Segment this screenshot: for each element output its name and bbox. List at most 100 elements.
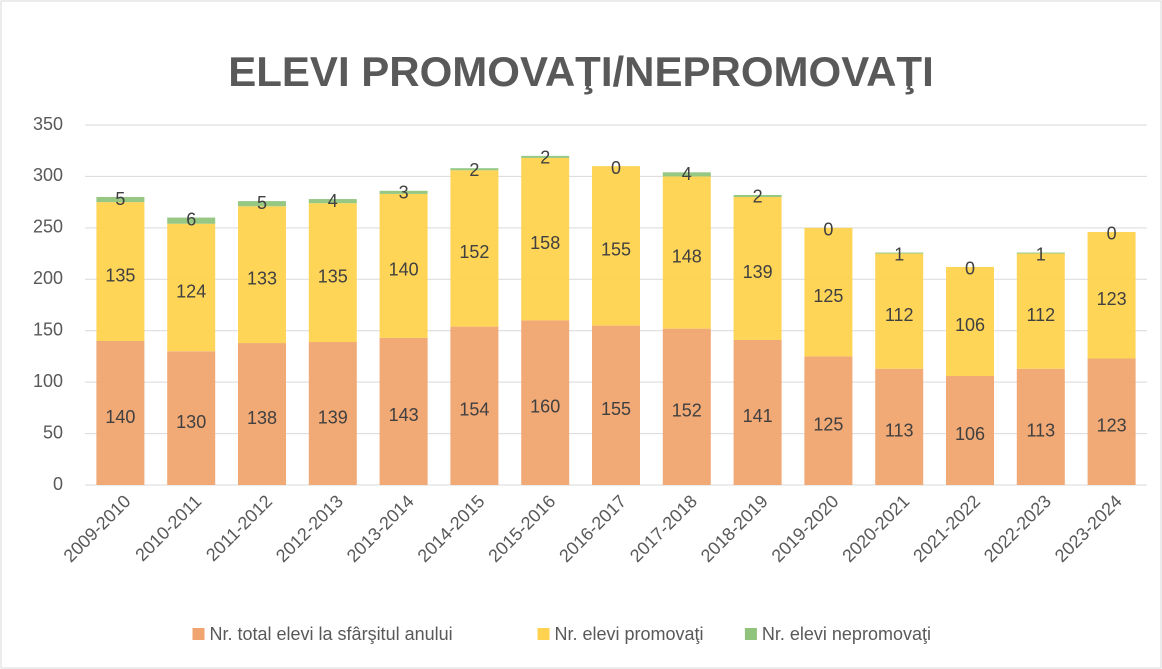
data-label: 124 — [176, 281, 206, 301]
bar-segment — [1016, 368, 1065, 485]
bar-segment — [1087, 231, 1136, 359]
bar-segment — [875, 368, 924, 485]
legend-swatch — [744, 628, 757, 640]
data-label: 140 — [389, 260, 419, 280]
y-tick-label: 50 — [43, 422, 63, 442]
data-label: 152 — [459, 242, 489, 262]
bar-segment — [875, 252, 924, 254]
bar-segment — [450, 170, 499, 327]
bar-segment — [96, 202, 145, 341]
legend-label: Nr. elevi promovaţi — [555, 624, 704, 644]
bar-segment — [379, 190, 428, 194]
data-label: 0 — [611, 158, 621, 178]
chart-title: ELEVI PROMOVAŢI/NEPROMOVAŢI — [228, 48, 934, 95]
data-label: 3 — [399, 183, 409, 203]
bar-segment — [1016, 253, 1065, 369]
bar-segment — [592, 166, 640, 326]
data-label: 0 — [1107, 224, 1117, 244]
bar-segment — [379, 337, 428, 485]
bar-segment — [1016, 252, 1065, 254]
data-label: 123 — [1097, 415, 1127, 435]
y-tick-label: 200 — [33, 268, 63, 288]
bar-segment — [238, 343, 286, 485]
data-label: 5 — [257, 193, 267, 213]
data-label: 1 — [1036, 244, 1046, 264]
data-label: 158 — [530, 233, 560, 253]
data-label: 143 — [389, 405, 419, 425]
data-label: 154 — [459, 400, 489, 420]
data-label: 130 — [176, 412, 206, 432]
data-label: 155 — [601, 240, 631, 260]
data-label: 138 — [247, 408, 277, 428]
legend-label: Nr. total elevi la sfârşitul anului — [210, 624, 453, 644]
data-label: 0 — [823, 220, 833, 240]
bar-segment — [804, 356, 853, 485]
bar-segment — [96, 197, 145, 203]
bar-segment — [521, 157, 570, 321]
data-label: 2 — [469, 160, 479, 180]
data-label: 1 — [894, 244, 904, 264]
data-label: 106 — [955, 424, 985, 444]
y-tick-label: 100 — [33, 371, 63, 391]
data-label: 148 — [672, 246, 702, 266]
bar-segment — [592, 325, 640, 485]
legend-swatch — [537, 628, 550, 640]
data-label: 2 — [753, 187, 763, 207]
data-label: 125 — [813, 286, 843, 306]
bar-segment — [308, 342, 357, 485]
data-label: 2 — [540, 148, 550, 168]
bar-segment — [733, 194, 782, 197]
legend-swatch — [192, 628, 205, 640]
bar-segment — [662, 176, 711, 329]
bar-segment — [875, 253, 924, 369]
data-label: 112 — [1026, 305, 1055, 325]
bar-segment — [308, 199, 357, 204]
data-label: 4 — [682, 164, 692, 184]
data-label: 135 — [105, 265, 135, 285]
bar-segment — [167, 223, 216, 352]
bar-segment — [1087, 358, 1136, 485]
bar-segment — [450, 168, 499, 171]
data-label: 141 — [743, 406, 773, 426]
bar-segment — [662, 328, 711, 485]
bar-segment — [946, 266, 994, 376]
y-tick-label: 300 — [33, 165, 63, 185]
bar-segment — [733, 197, 782, 340]
data-label: 0 — [965, 259, 975, 279]
bar-segment — [521, 155, 570, 158]
data-label: 106 — [955, 315, 985, 335]
data-label: 112 — [885, 305, 914, 325]
bar-segment — [167, 351, 216, 485]
y-tick-label: 250 — [33, 217, 63, 237]
y-tick-label: 350 — [33, 114, 63, 134]
data-label: 135 — [318, 266, 348, 286]
bar-segment — [521, 320, 570, 485]
data-label: 133 — [247, 268, 277, 288]
bar-segment — [450, 326, 499, 485]
data-label: 139 — [743, 262, 773, 282]
bar-segment — [96, 341, 145, 485]
bar-segment — [946, 375, 994, 485]
bar-segment — [238, 206, 286, 344]
legend-label: Nr. elevi nepromovaţi — [762, 624, 931, 644]
data-label: 113 — [885, 421, 914, 441]
data-label: 123 — [1097, 289, 1127, 309]
bar-segment — [379, 193, 428, 338]
data-label: 5 — [115, 189, 125, 209]
data-label: 139 — [318, 407, 348, 427]
bar-segment — [308, 203, 357, 343]
data-label: 155 — [601, 399, 631, 419]
data-label: 6 — [186, 209, 196, 229]
data-label: 4 — [328, 191, 338, 211]
bar-segment — [238, 201, 286, 207]
bar-segment — [804, 227, 853, 357]
data-label: 125 — [813, 414, 843, 434]
bar-segment — [662, 172, 711, 177]
data-label: 140 — [105, 407, 135, 427]
y-tick-label: 0 — [53, 474, 63, 494]
bar-segment — [167, 217, 216, 224]
data-label: 160 — [530, 396, 560, 416]
y-tick-label: 150 — [33, 319, 63, 339]
